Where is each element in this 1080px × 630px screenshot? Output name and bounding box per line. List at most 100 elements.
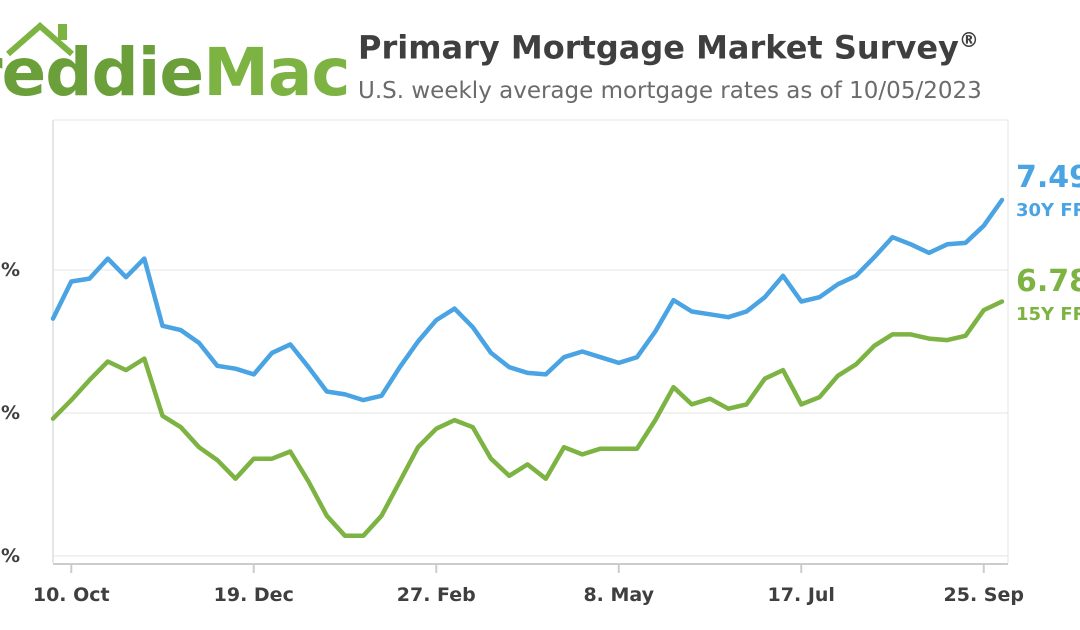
data-point [489, 351, 493, 355]
data-point [270, 351, 274, 355]
data-point [398, 366, 401, 369]
data-point [690, 310, 693, 313]
data-point [161, 324, 164, 327]
data-point [398, 480, 401, 483]
series-end-value: 6.78 [1016, 264, 1080, 299]
data-point [836, 283, 839, 286]
logo-roof-icon [6, 22, 74, 57]
data-point [88, 277, 91, 280]
data-point [124, 275, 128, 279]
data-point [946, 338, 949, 342]
series-line-1 [50, 299, 1005, 539]
data-point [325, 390, 328, 393]
data-point [362, 534, 365, 538]
data-point [307, 480, 310, 483]
freddie-mac-logo: reddieMac [0, 40, 351, 106]
data-point [581, 453, 584, 456]
data-point [471, 326, 474, 329]
data-point [635, 447, 639, 450]
data-point [88, 378, 91, 382]
data-point [343, 534, 347, 538]
data-point [708, 313, 712, 316]
data-point [544, 373, 547, 376]
data-point [599, 356, 602, 359]
data-point [891, 235, 894, 239]
data-point [270, 457, 274, 460]
data-point [471, 426, 474, 429]
data-point [416, 340, 420, 343]
data-point [453, 418, 456, 422]
data-point [362, 398, 365, 402]
y-tick-label: 0% [0, 259, 20, 281]
data-point [873, 344, 876, 347]
data-point [672, 386, 675, 389]
data-point [216, 364, 219, 367]
data-point [763, 377, 766, 380]
data-point [252, 457, 255, 460]
data-point [526, 463, 529, 466]
data-point [343, 393, 347, 396]
data-point [234, 477, 237, 480]
data-point [800, 403, 803, 406]
y-tick-label: 0% [0, 545, 20, 567]
data-point [617, 361, 620, 365]
data-point [818, 396, 821, 399]
data-point [161, 414, 164, 418]
data-point [909, 333, 912, 336]
data-point [179, 426, 182, 429]
data-point [727, 316, 730, 319]
data-point [617, 447, 620, 450]
data-point [781, 368, 785, 372]
data-point [289, 450, 292, 453]
x-tick-label: 27. Feb [397, 584, 476, 606]
y-tick-label: 0% [0, 402, 20, 424]
series-end-name: 15Y FRM [1016, 304, 1080, 325]
data-point [927, 251, 931, 255]
data-point [964, 334, 967, 337]
data-point [654, 418, 657, 422]
data-point [854, 274, 858, 277]
data-point [891, 333, 894, 336]
data-point [727, 407, 730, 410]
data-point [234, 367, 237, 370]
logo-text-right: Mac [203, 34, 350, 111]
x-tick-label: 19. Dec [214, 584, 294, 606]
data-point [143, 257, 146, 260]
data-point [416, 446, 420, 449]
data-point [982, 224, 985, 227]
data-point [380, 394, 383, 398]
data-point [1000, 300, 1004, 303]
data-point [745, 403, 748, 406]
data-point [635, 356, 639, 359]
data-point [325, 514, 328, 518]
data-point [854, 363, 858, 366]
data-point [289, 343, 292, 346]
data-point [380, 514, 383, 518]
data-point [70, 280, 73, 283]
data-point [197, 341, 201, 345]
chart-subtitle: U.S. weekly average mortgage rates as of… [358, 78, 982, 104]
data-point [124, 368, 128, 372]
data-point [781, 274, 785, 277]
data-point [51, 417, 55, 420]
logo-text-left: reddie [0, 34, 204, 111]
data-point [197, 446, 201, 449]
data-point [489, 457, 493, 460]
data-point [106, 360, 109, 363]
x-tick-label: 25. Sep [944, 584, 1024, 606]
data-point [964, 241, 967, 245]
data-point [581, 350, 584, 353]
data-point [800, 300, 803, 303]
data-point [562, 356, 566, 359]
data-point [508, 366, 511, 369]
x-tick-label: 17. Jul [768, 584, 835, 606]
data-point [544, 477, 547, 480]
x-tick-label: 8. May [583, 584, 654, 606]
series-end-value: 7.49 [1016, 160, 1080, 195]
data-point [143, 357, 146, 360]
data-point [562, 446, 566, 449]
data-point [599, 447, 602, 450]
data-point [909, 243, 912, 246]
data-point [526, 371, 529, 375]
